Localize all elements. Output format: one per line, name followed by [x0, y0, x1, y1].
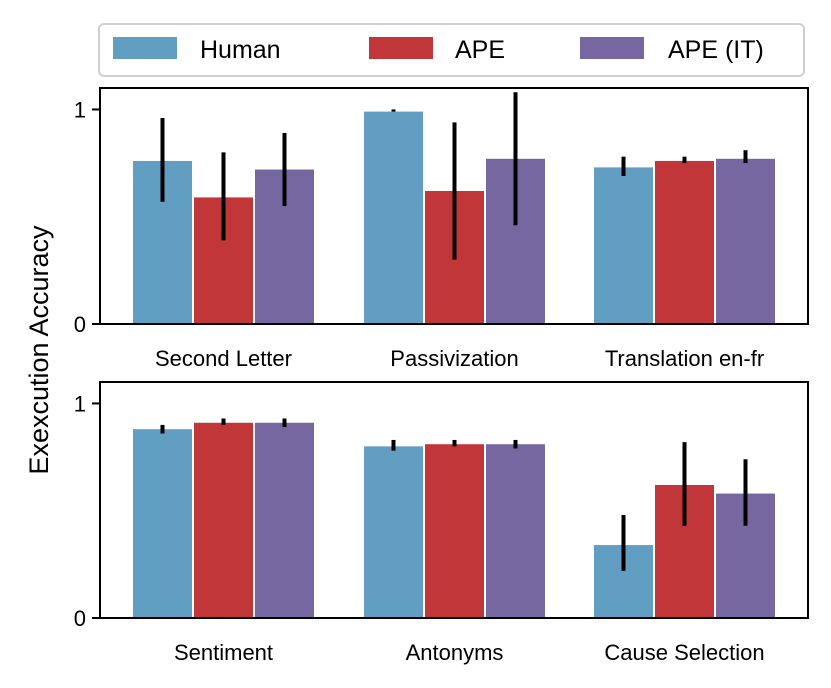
- top-panel-ticks: Second Letter Passivization Translation en…: [74, 97, 764, 371]
- x-tick-label-antonyms: Antonyms: [406, 640, 504, 665]
- bottom-panel-frame: [99, 381, 809, 619]
- bar-translation-en-fr-human: [594, 167, 653, 324]
- bar-antonyms-ape-it: [486, 444, 545, 618]
- x-tick-label-sentiment: Sentiment: [174, 640, 273, 665]
- bar-translation-en-fr-ape: [655, 160, 714, 324]
- y-tick-label-0: 0: [74, 312, 86, 337]
- legend-swatch-ape: [369, 37, 433, 59]
- legend-label-ape-it: APE (IT): [668, 36, 764, 64]
- top-panel-error-bars: [160, 92, 748, 260]
- bar-sentiment-ape: [194, 422, 253, 618]
- top-panel-frame: [99, 87, 809, 325]
- bottom-panel-bars: [133, 422, 775, 618]
- x-tick-label-second-letter: Second Letter: [155, 346, 292, 371]
- legend-swatch-human: [113, 37, 177, 59]
- top-panel: Second Letter Passivization Translation en…: [74, 87, 809, 371]
- bar-antonyms-human: [364, 446, 423, 618]
- legend-label-ape: APE: [455, 36, 505, 64]
- bar-antonyms-ape: [425, 444, 484, 618]
- top-panel-bars: [133, 111, 775, 324]
- bar-sentiment-ape-it: [255, 422, 314, 618]
- x-tick-label-passivization: Passivization: [390, 346, 518, 371]
- bottom-panel-error-bars: [160, 418, 748, 571]
- bar-translation-en-fr-ape-it: [716, 158, 775, 324]
- bar-sentiment-human: [133, 429, 192, 618]
- y-tick-label-0: 0: [74, 606, 86, 631]
- legend-label-human: Human: [200, 36, 281, 64]
- x-tick-label-translation-en-fr: Translation en-fr: [605, 346, 764, 371]
- legend-swatch-ape-it: [580, 37, 644, 59]
- y-tick-label-1: 1: [74, 391, 86, 416]
- y-tick-label-1: 1: [74, 97, 86, 122]
- x-tick-label-cause-selection: Cause Selection: [604, 640, 764, 665]
- bottom-panel: Sentiment Antonyms Cause Selection 0 1: [74, 381, 809, 665]
- bar-passivization-human: [364, 111, 423, 324]
- y-axis-label: Exexcution Accuracy: [24, 225, 54, 475]
- legend: Human APE APE (IT): [98, 23, 805, 77]
- bottom-panel-ticks: Sentiment Antonyms Cause Selection 0 1: [74, 391, 765, 665]
